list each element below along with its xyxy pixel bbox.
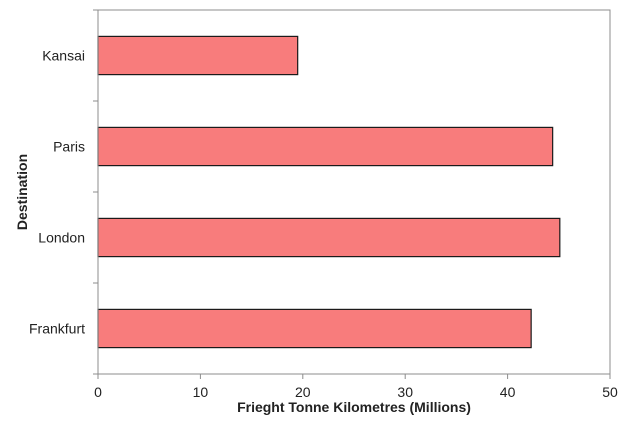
x-tick-label: 10 xyxy=(193,384,209,400)
bar-paris xyxy=(97,126,554,167)
x-tick-label: 40 xyxy=(500,384,516,400)
x-axis-title: Frieght Tonne Kilometres (Millions) xyxy=(237,399,471,415)
y-axis-title: Destination xyxy=(14,154,30,230)
bar-kansai xyxy=(97,35,299,76)
y-axis: Kansai Paris London Frankfurt xyxy=(29,9,99,375)
y-tick-label: Frankfurt xyxy=(29,321,85,337)
x-tick-label: 0 xyxy=(94,384,102,400)
x-tick-label: 30 xyxy=(397,384,413,400)
y-tick-label: Paris xyxy=(53,139,85,155)
x-tick-label: 20 xyxy=(295,384,311,400)
x-tick-label: 50 xyxy=(602,384,618,400)
bars-layer xyxy=(97,35,561,349)
bar-london xyxy=(97,217,561,258)
y-tick-label: London xyxy=(38,230,85,246)
x-axis: 0 10 20 30 40 50 xyxy=(94,373,618,400)
bar-frankfurt xyxy=(97,308,532,349)
y-tick-label: Kansai xyxy=(42,48,85,64)
